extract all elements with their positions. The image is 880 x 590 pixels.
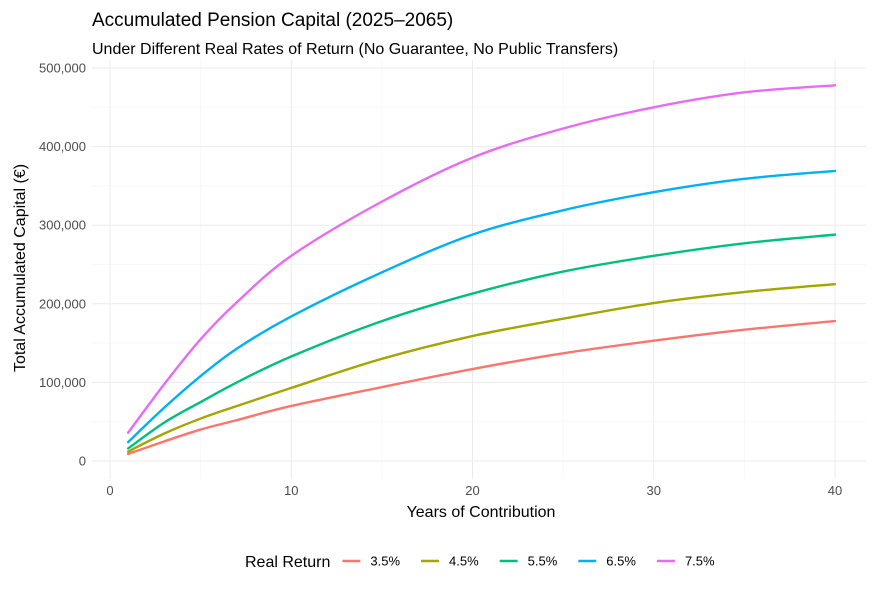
chart-subtitle: Under Different Real Rates of Return (No… — [92, 41, 618, 58]
x-tick-label: 20 — [465, 483, 479, 498]
x-axis-ticks: 0 10 20 30 40 — [106, 483, 842, 498]
x-tick-label: 30 — [647, 483, 661, 498]
grid — [92, 60, 866, 479]
y-tick-label: 500,000 — [39, 61, 86, 76]
series-line-7-5pct — [126, 84, 837, 434]
y-tick-label: 300,000 — [39, 218, 86, 233]
legend-title: Real Return — [245, 554, 330, 571]
series-line-3-5pct — [126, 319, 837, 456]
y-tick-label: 200,000 — [39, 296, 86, 311]
legend: Real Return 3.5% 4.5% 5.5% 6.5% 7.5% — [245, 554, 715, 572]
series-line-6-5pct — [126, 169, 837, 444]
legend-label: 6.5% — [606, 554, 636, 569]
chart-title: Accumulated Pension Capital (2025–2065) — [92, 10, 453, 31]
x-tick-label: 0 — [106, 483, 113, 498]
x-tick-label: 10 — [284, 483, 298, 498]
legend-label: 4.5% — [449, 554, 479, 569]
legend-label: 3.5% — [370, 554, 400, 569]
y-axis-title: Total Accumulated Capital (€) — [12, 164, 29, 372]
y-tick-label: 0 — [79, 454, 86, 469]
y-tick-label: 100,000 — [39, 375, 86, 390]
x-tick-label: 40 — [828, 483, 842, 498]
series-line-4-5pct — [126, 282, 837, 453]
series-line-5-5pct — [126, 233, 837, 450]
y-axis-ticks: 0 100,000 200,000 300,000 400,000 500,000 — [39, 61, 86, 469]
x-axis-title: Years of Contribution — [407, 504, 556, 521]
legend-label: 7.5% — [685, 554, 715, 569]
y-tick-label: 400,000 — [39, 139, 86, 154]
legend-label: 5.5% — [528, 554, 558, 569]
series-lines — [126, 84, 837, 456]
